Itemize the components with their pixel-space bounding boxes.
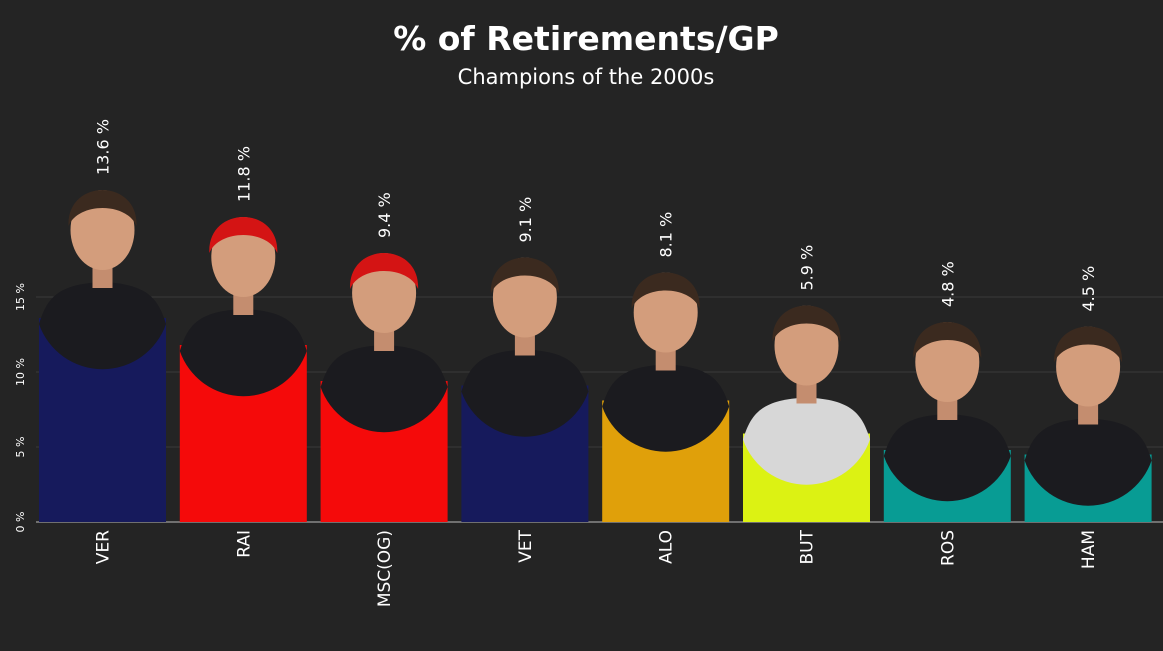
driver-hair-icon: [913, 322, 982, 358]
x-tick-label: ALO: [657, 530, 677, 564]
y-tick-label: 5 %: [14, 437, 27, 458]
value-label: 4.5 %: [1079, 266, 1098, 312]
driver-hair-icon: [490, 257, 559, 294]
bars-layer: [39, 190, 1152, 522]
driver-suit-icon: [39, 282, 166, 370]
value-label: 8.1 %: [657, 212, 676, 258]
value-label: 5.9 %: [798, 245, 817, 291]
driver-suit-icon: [179, 309, 307, 397]
driver-suit-icon: [320, 345, 448, 433]
value-label: 11.8 %: [234, 146, 253, 202]
driver-cap-icon: [209, 217, 278, 253]
value-label: 9.1 %: [516, 197, 535, 243]
driver-hair-icon: [631, 272, 700, 309]
driver-hair-icon: [1054, 326, 1123, 363]
driver-hair-icon: [772, 305, 841, 342]
driver-suit-icon: [743, 397, 870, 485]
bar-group: [320, 253, 448, 522]
x-tick-label: HAM: [1079, 530, 1099, 569]
bar-group: [883, 322, 1011, 522]
driver-cap-icon: [350, 253, 419, 289]
bar-group: [179, 217, 307, 522]
chart-title: % of Retirements/GP: [393, 19, 779, 58]
value-label: 13.6 %: [94, 119, 113, 175]
bar-group: [39, 190, 166, 522]
y-tick-label: 0 %: [14, 512, 27, 533]
bar-group: [1024, 326, 1152, 522]
bar-group: [602, 272, 730, 522]
x-tick-label: VET: [516, 529, 536, 562]
x-tick-label: ROS: [938, 530, 958, 566]
driver-hair-icon: [68, 190, 137, 226]
driver-suit-icon: [1024, 418, 1152, 506]
bar-group: [461, 257, 589, 522]
x-tick-label: VER: [94, 530, 114, 564]
driver-suit-icon: [461, 349, 589, 437]
labels-layer: 13.6 % VER 11.8 % RAI 9.4 % MSC(OG) 9.1 % VET 8.…: [94, 119, 1100, 607]
driver-suit-icon: [883, 414, 1011, 502]
x-tick-label: BUT: [798, 529, 818, 564]
x-tick-label: MSC(OG): [375, 530, 395, 607]
chart-subtitle: Champions of the 2000s: [458, 65, 715, 89]
value-label: 4.8 %: [938, 261, 957, 307]
driver-suit-icon: [602, 364, 730, 452]
y-tick-label: 15 %: [14, 283, 27, 311]
bar-group: [743, 305, 870, 522]
y-tick-label: 10 %: [14, 358, 27, 386]
value-label: 9.4 %: [375, 192, 394, 238]
x-tick-label: RAI: [234, 530, 254, 558]
